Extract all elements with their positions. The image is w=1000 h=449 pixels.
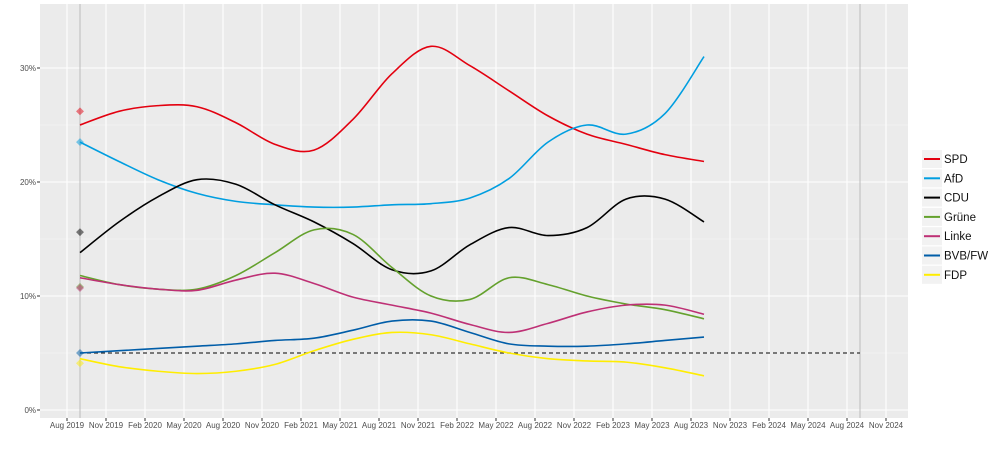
x-tick-label: Feb 2022 bbox=[440, 421, 474, 430]
legend-label: CDU bbox=[944, 193, 969, 205]
x-tick-label: Aug 2024 bbox=[830, 421, 865, 430]
x-tick-label: Nov 2024 bbox=[869, 421, 904, 430]
x-tick-label: May 2020 bbox=[166, 421, 202, 430]
x-tick-label: Nov 2019 bbox=[89, 421, 124, 430]
plot-background bbox=[40, 4, 908, 418]
x-tick-label: May 2022 bbox=[478, 421, 514, 430]
x-tick-label: May 2021 bbox=[322, 421, 358, 430]
x-tick-label: Aug 2020 bbox=[206, 421, 241, 430]
series-line-FDP bbox=[79, 331, 705, 377]
series-line-AfD bbox=[79, 56, 705, 209]
series-line-BVB/FW bbox=[79, 318, 705, 354]
x-tick-label: Feb 2021 bbox=[284, 421, 318, 430]
x-tick-label: Feb 2024 bbox=[752, 421, 786, 430]
y-tick-label: 10% bbox=[20, 292, 36, 301]
y-tick-label: 0% bbox=[24, 406, 36, 415]
x-tick-label: Aug 2019 bbox=[50, 421, 85, 430]
series-line-CDU bbox=[79, 178, 705, 275]
legend-label: Linke bbox=[944, 231, 972, 243]
x-tick-label: May 2023 bbox=[634, 421, 670, 430]
election-result-marker bbox=[76, 228, 84, 237]
legend-label: SPD bbox=[944, 154, 968, 166]
x-tick-label: Aug 2022 bbox=[518, 421, 553, 430]
legend-label: BVB/FW bbox=[944, 251, 988, 263]
x-tick-label: Aug 2023 bbox=[674, 421, 709, 430]
y-tick-label: 20% bbox=[20, 178, 36, 187]
y-tick-label: 30% bbox=[20, 64, 36, 73]
series-line-Linke bbox=[79, 272, 705, 334]
series-line-SPD bbox=[79, 45, 705, 163]
legend-label: AfD bbox=[944, 173, 963, 185]
legend-label: Grüne bbox=[944, 212, 976, 224]
election-result-marker bbox=[76, 138, 84, 147]
x-tick-label: Aug 2021 bbox=[362, 421, 397, 430]
x-tick-label: Nov 2021 bbox=[401, 421, 436, 430]
x-tick-label: Feb 2020 bbox=[128, 421, 162, 430]
legend-label: FDP bbox=[944, 270, 967, 282]
x-tick-label: Nov 2020 bbox=[245, 421, 280, 430]
x-tick-label: Nov 2023 bbox=[713, 421, 748, 430]
x-tick-label: May 2024 bbox=[790, 421, 826, 430]
x-tick-label: Nov 2022 bbox=[557, 421, 592, 430]
election-result-marker bbox=[76, 107, 84, 116]
x-tick-label: Feb 2023 bbox=[596, 421, 630, 430]
